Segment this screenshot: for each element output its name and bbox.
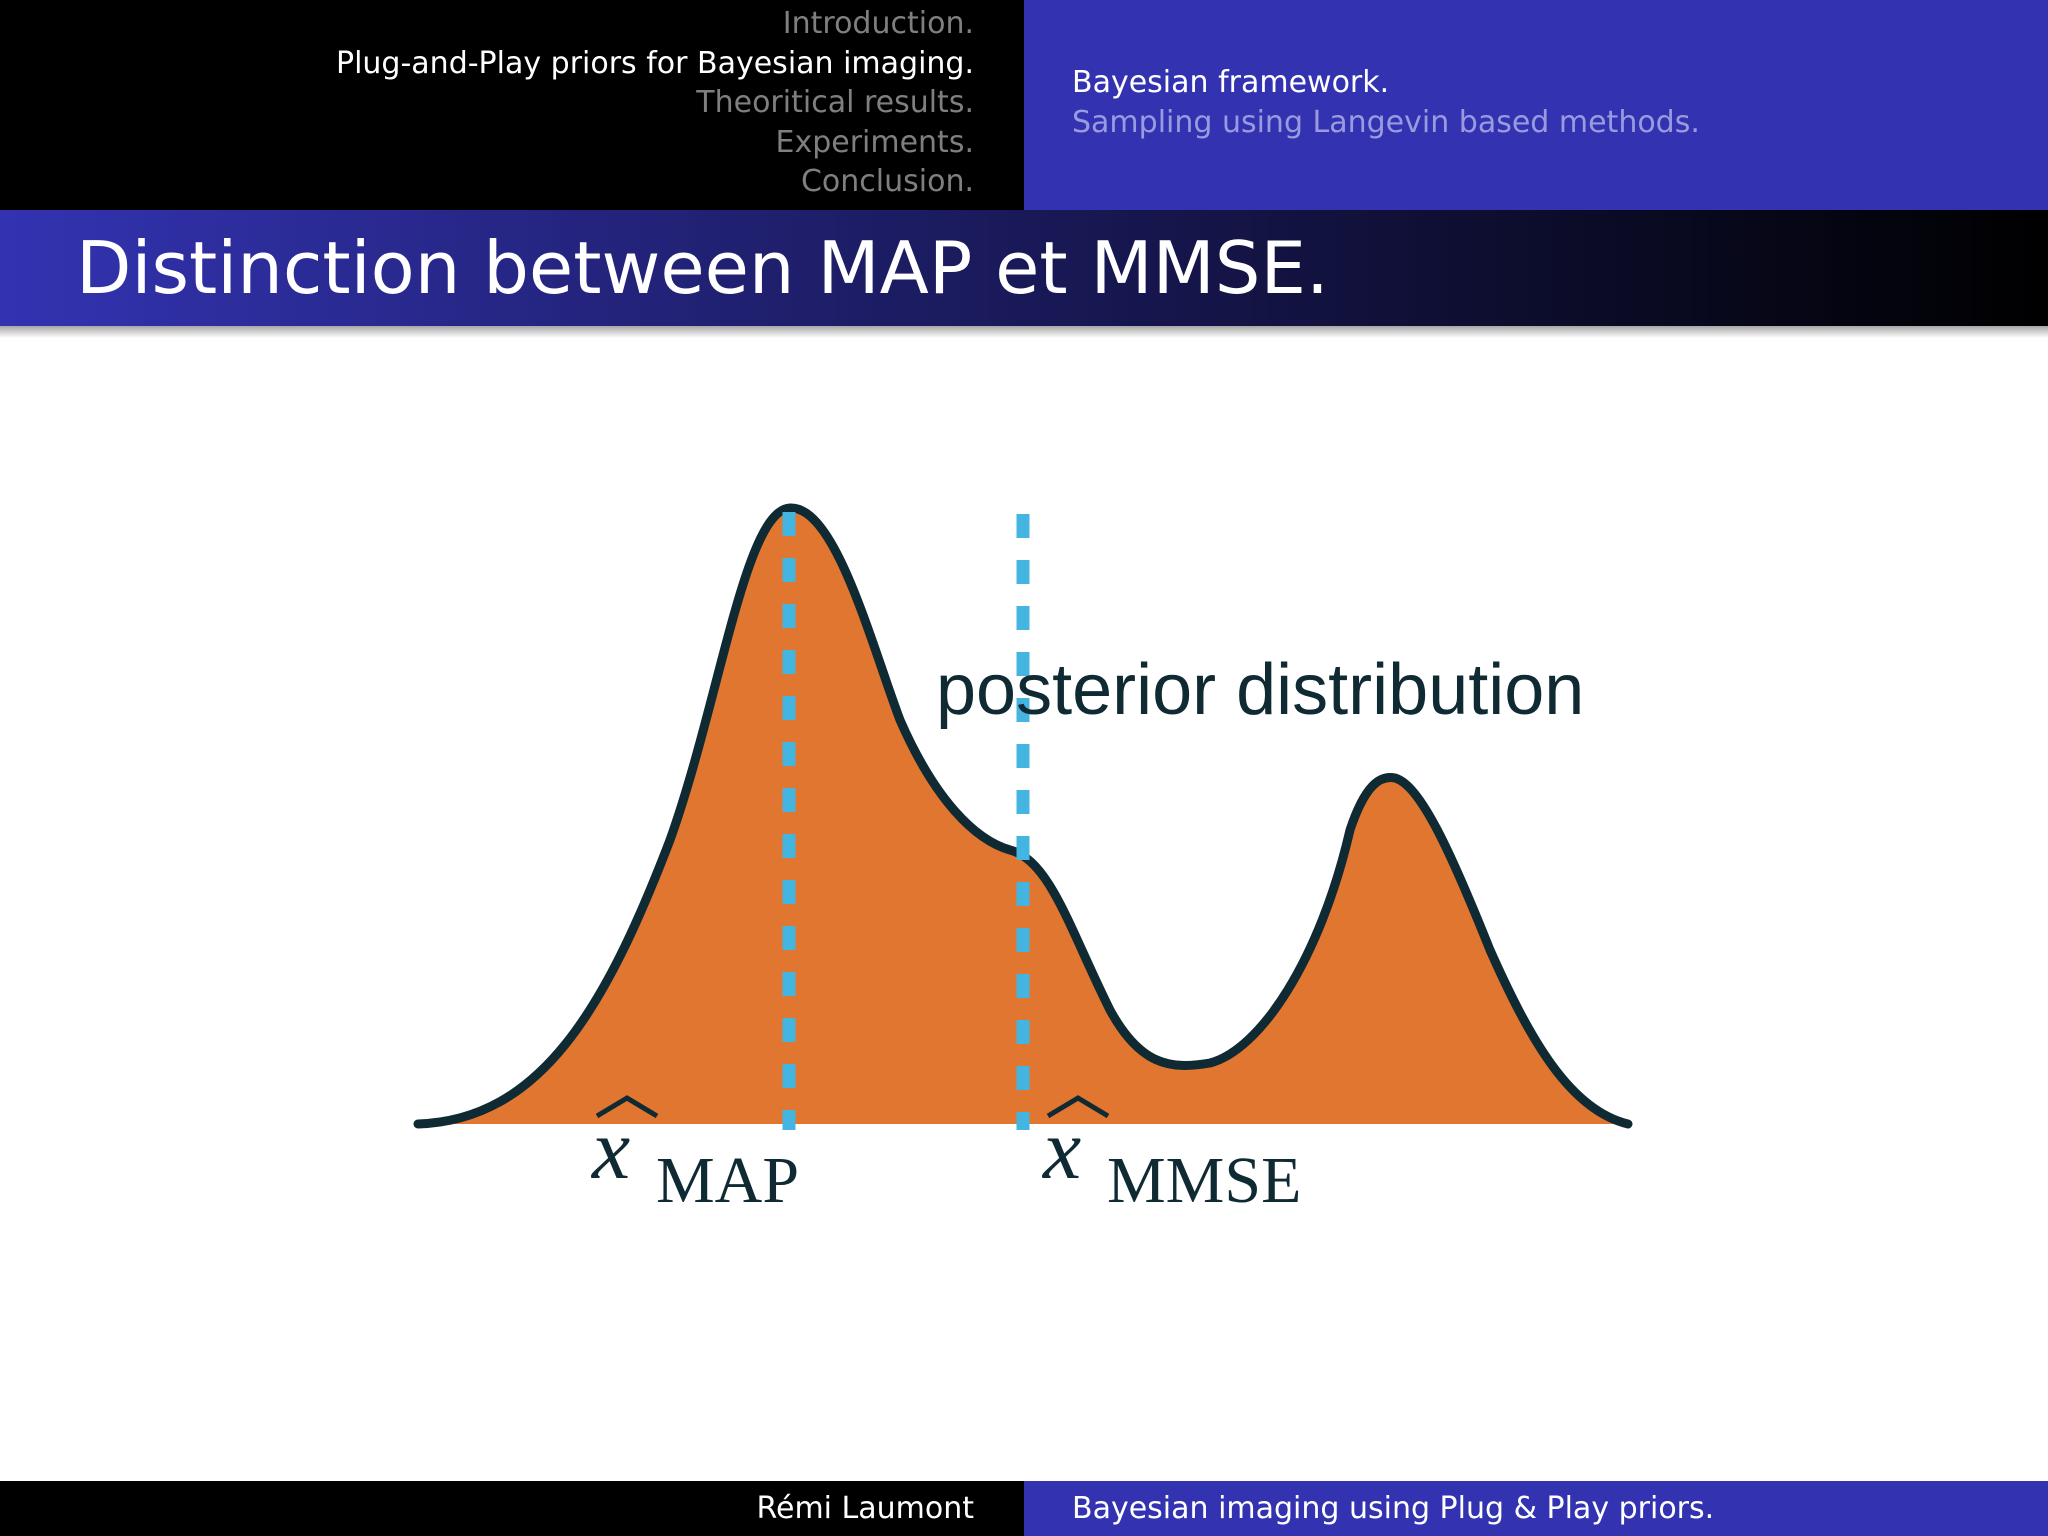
mmse-estimate-subscript: MMSE — [1107, 1144, 1301, 1217]
mmse-hat-icon — [1046, 1095, 1110, 1119]
footer-title-panel: Bayesian imaging using Plug & Play prior… — [1024, 1481, 2048, 1536]
section-link-conclusion[interactable]: Conclusion. — [800, 164, 974, 199]
footer-author-panel: Rémi Laumont — [0, 1481, 1024, 1536]
subsection-link-langevin-sampling[interactable]: Sampling using Langevin based methods. — [1072, 104, 1700, 140]
mmse-estimate-label: x MMSE — [1041, 1095, 1301, 1217]
subsection-link-bayesian-framework[interactable]: Bayesian framework. — [1072, 65, 1390, 100]
section-link-plug-and-play[interactable]: Plug-and-Play priors for Bayesian imagin… — [335, 45, 974, 81]
section-link-introduction[interactable]: Introduction. — [782, 6, 974, 41]
title-bar-shadow — [0, 326, 2048, 338]
posterior-density-fill — [418, 507, 1628, 1124]
header-sections-panel: Introduction. Plug-and-Play priors for B… — [0, 0, 1024, 210]
subsection-nav: Bayesian framework. Sampling using Lange… — [1072, 63, 1700, 142]
frame-title-bar — [0, 210, 2048, 326]
frame-title: Distinction between MAP et MMSE. — [76, 226, 1329, 310]
section-nav: Introduction. Plug-and-Play priors for B… — [336, 4, 974, 202]
posterior-density-curve — [413, 503, 1633, 1129]
header-subsections-panel: Bayesian framework. Sampling using Lange… — [1024, 0, 2048, 210]
map-hat-icon — [595, 1095, 659, 1119]
section-link-theoretical-results[interactable]: Theoritical results. — [696, 85, 974, 120]
map-estimate-subscript: MAP — [656, 1144, 799, 1217]
mmse-estimate-symbol: x — [1041, 1101, 1081, 1197]
footer-author: Rémi Laumont — [756, 1491, 974, 1526]
section-link-experiments[interactable]: Experiments. — [775, 124, 974, 160]
footer-talk-title: Bayesian imaging using Plug & Play prior… — [1072, 1491, 1715, 1526]
posterior-distribution-label: posterior distribution — [936, 650, 1584, 730]
map-estimate-label: x MAP — [590, 1095, 799, 1217]
map-estimate-symbol: x — [590, 1101, 630, 1197]
